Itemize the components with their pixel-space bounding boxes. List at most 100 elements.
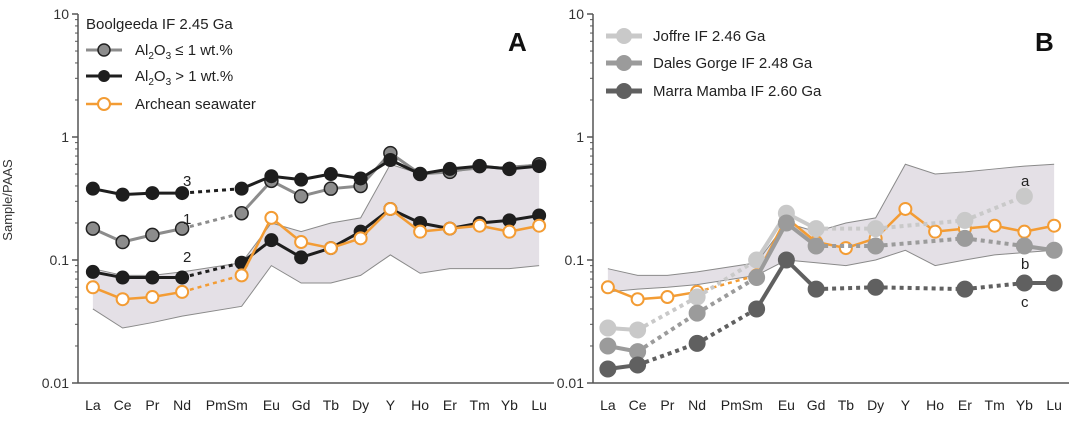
data-point: [85, 181, 100, 196]
legend-item-al2o3-low: Al2O3 ≤ 1 wt.%: [86, 42, 233, 62]
data-point: [145, 270, 160, 285]
x-tick-label-b: Dy: [867, 397, 884, 413]
y-tick-label-b: 10: [568, 6, 584, 22]
data-point: [175, 284, 190, 299]
data-point: [630, 292, 645, 307]
data-point: [234, 268, 249, 283]
seawater-range-band-b: [607, 163, 1055, 293]
axes-b: 0.01 0.1 1 10 La Ce Pr Nd PmSm Eu Gd Tb Dy Y Ho Er Tm Yb L…: [557, 6, 1069, 413]
x-tick-label-a: Tb: [323, 397, 340, 413]
x-tick-label-b: Nd: [688, 397, 706, 413]
band-lower-edge-a: [92, 254, 540, 329]
data-point: [174, 221, 190, 236]
dotted-connector: [636, 311, 699, 354]
data-point: [323, 181, 339, 196]
x-tick-label-b: Ho: [926, 397, 944, 413]
legend-label-joffre: Joffre IF 2.46 Ga: [653, 28, 766, 45]
legend-marker-high: [98, 70, 110, 82]
data-point: [353, 231, 368, 246]
x-tick-label-b: Gd: [807, 397, 826, 413]
data-point: [867, 237, 885, 255]
band-upper-edge-b: [607, 163, 1055, 276]
data-point: [472, 218, 487, 233]
data-point: [115, 270, 130, 285]
data-point: [442, 161, 457, 176]
data-point: [353, 171, 368, 186]
legend-title: Boolgeeda IF 2.45 Ga: [86, 16, 233, 33]
x-tick-label-a: Er: [443, 397, 457, 413]
data-point: [807, 237, 825, 255]
legend-item-joffre: Joffre IF 2.46 Ga: [606, 28, 766, 45]
legend-item-marra: Marra Mamba IF 2.60 Ga: [606, 83, 822, 100]
legend-marker-joffre: [616, 28, 632, 44]
data-point: [145, 290, 160, 305]
data-point: [323, 241, 338, 256]
data-point: [234, 181, 249, 196]
y-tick-label-a: 0.01: [42, 375, 69, 391]
data-point: [532, 218, 547, 233]
data-point: [629, 356, 647, 374]
series-segment: [754, 258, 789, 310]
dotted-connector: [964, 281, 1025, 292]
data-point: [85, 264, 100, 279]
series-group-b: [599, 187, 1063, 378]
legend-item-dales: Dales Gorge IF 2.48 Ga: [606, 55, 813, 72]
data-point: [748, 269, 766, 287]
data-point: [115, 292, 130, 307]
data-point: [294, 235, 309, 250]
legend-item-al2o3-high: Al2O3 > 1 wt.%: [86, 68, 233, 88]
data-point: [867, 278, 885, 296]
legend-b: Joffre IF 2.46 Ga Dales Gorge IF 2.48 Ga…: [606, 28, 822, 100]
data-point: [85, 280, 100, 295]
series-group-a: [85, 145, 547, 307]
series-sw-a: [85, 201, 547, 307]
x-tick-label-b: Pr: [660, 397, 674, 413]
data-point: [956, 280, 974, 298]
y-tick-label-b: 0.1: [565, 252, 585, 268]
data-point: [777, 251, 795, 269]
y-tick-label-a: 0.1: [50, 252, 70, 268]
x-tick-label-b: Yb: [1016, 397, 1033, 413]
x-tick-label-b: Ce: [629, 397, 647, 413]
data-point: [383, 153, 398, 168]
legend-marker-dales: [616, 55, 632, 71]
y-tick-label-a: 1: [61, 129, 69, 145]
x-tick-label-a: Nd: [173, 397, 191, 413]
x-tick-label-a: Y: [386, 397, 396, 413]
data-point: [777, 214, 795, 232]
x-tick-label-b: La: [600, 397, 616, 413]
data-point: [502, 161, 517, 176]
data-point: [323, 167, 338, 182]
data-point: [599, 360, 617, 378]
x-tick-label-a: La: [85, 397, 101, 413]
legend-label-low: Al2O3 ≤ 1 wt.%: [135, 42, 233, 62]
band-lower-edge-b: [607, 249, 1055, 293]
data-point: [1015, 237, 1033, 255]
data-point: [956, 211, 974, 229]
y-tick-label-a: 10: [53, 6, 69, 22]
band-area-b: [607, 164, 1055, 292]
panel-label-a: A: [508, 27, 527, 57]
data-point: [660, 290, 675, 305]
data-point: [807, 220, 825, 238]
data-point: [175, 270, 190, 285]
data-point: [956, 229, 974, 247]
data-point: [115, 234, 130, 250]
legend-marker-seawater: [97, 97, 111, 111]
x-tick-label-b: Lu: [1046, 397, 1062, 413]
y-tick-label-b: 1: [576, 129, 584, 145]
dotted-connector: [181, 211, 243, 231]
x-tick-label-a: Gd: [292, 397, 311, 413]
data-point: [838, 241, 853, 256]
data-point: [1045, 241, 1063, 259]
data-point: [294, 250, 309, 265]
data-point: [867, 220, 885, 238]
x-tick-label-b: Tb: [838, 397, 855, 413]
data-point: [599, 337, 617, 355]
y-axis-label: Sample/PAAS: [0, 159, 15, 241]
series-segment: [754, 222, 789, 279]
series-segment: [240, 217, 273, 276]
x-tick-label-b: PmSm: [721, 397, 763, 413]
panel-label-b: B: [1035, 27, 1054, 57]
